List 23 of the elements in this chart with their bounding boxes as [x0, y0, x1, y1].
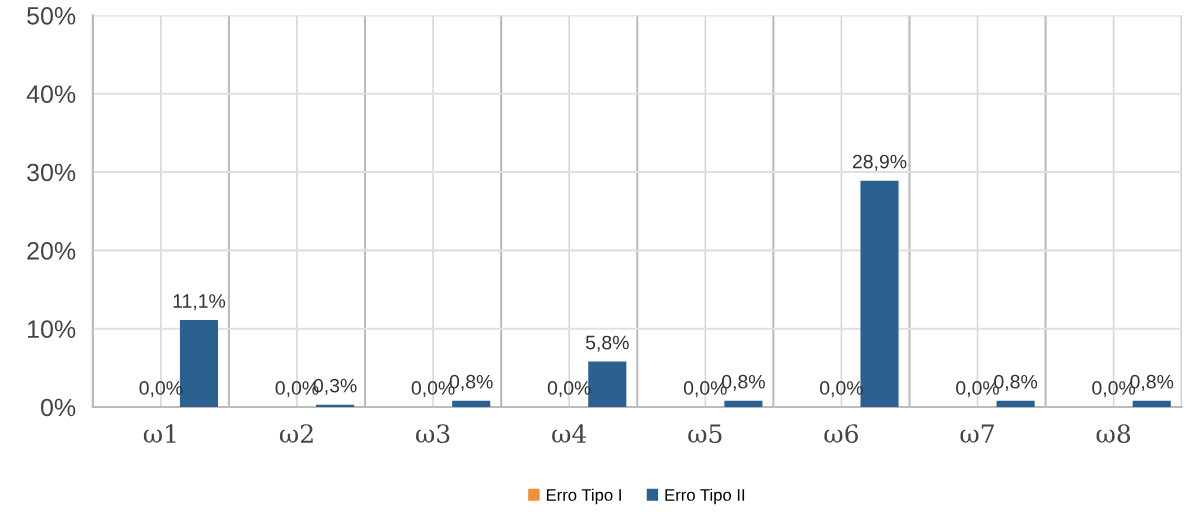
bar: [724, 400, 763, 408]
bar: [1132, 400, 1171, 408]
x-tick-label: ω3: [416, 424, 450, 444]
bar: [452, 400, 491, 408]
x-tick-label: ω5: [688, 424, 722, 444]
legend-label: Erro Tipo II: [665, 488, 745, 505]
data-label: 5,8%: [585, 335, 629, 352]
x-tick-label: ω1: [143, 424, 176, 443]
y-tick-label: 50%: [27, 6, 76, 25]
y-tick-label: 0%: [41, 398, 76, 417]
data-label: 28,9%: [852, 154, 907, 171]
x-tick-label: ω6: [824, 424, 858, 444]
x-tick-label: ω7: [960, 424, 994, 443]
y-tick-label: 40%: [26, 85, 76, 103]
y-tick-label: 10%: [28, 320, 76, 339]
y-tick-label: 30%: [27, 163, 76, 182]
x-tick-label: ω8: [1096, 424, 1131, 444]
x-tick-label: ω4: [552, 424, 587, 443]
bar: [996, 400, 1035, 408]
y-tick-label: 20%: [27, 241, 76, 260]
data-label: 11,1%: [173, 294, 226, 311]
x-tick-label: ω2: [279, 424, 313, 443]
legend-label: Erro Tipo I: [546, 488, 621, 505]
